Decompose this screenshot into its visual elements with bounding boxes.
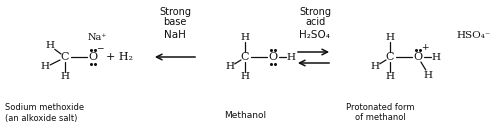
Text: Protonated form: Protonated form: [346, 104, 414, 113]
Text: Sodium methoxide: Sodium methoxide: [5, 104, 84, 113]
Text: NaH: NaH: [164, 30, 186, 40]
Text: H: H: [432, 52, 440, 61]
Text: C: C: [386, 52, 394, 62]
Text: H: H: [240, 33, 250, 42]
Text: of methanol: of methanol: [354, 114, 406, 123]
Text: + H₂: + H₂: [106, 52, 134, 62]
Text: Strong: Strong: [159, 7, 191, 17]
Text: O: O: [88, 52, 98, 62]
Text: Methanol: Methanol: [224, 110, 266, 120]
Text: H₂SO₄: H₂SO₄: [300, 30, 330, 40]
Text: H: H: [60, 72, 70, 81]
Text: Strong: Strong: [299, 7, 331, 17]
Text: H: H: [386, 33, 394, 42]
Text: H: H: [424, 70, 432, 80]
Text: H: H: [286, 52, 296, 61]
Text: H: H: [386, 72, 394, 81]
Text: H: H: [370, 62, 379, 71]
Text: +: +: [421, 44, 428, 52]
Text: (an alkoxide salt): (an alkoxide salt): [5, 114, 78, 123]
Text: H: H: [225, 62, 234, 71]
Text: acid: acid: [305, 17, 325, 27]
Text: O: O: [268, 52, 278, 62]
Text: H: H: [240, 72, 250, 81]
Text: O: O: [414, 52, 422, 62]
Text: HSO₄⁻: HSO₄⁻: [457, 30, 491, 39]
Text: −: −: [96, 44, 104, 52]
Text: H: H: [45, 41, 54, 50]
Text: C: C: [241, 52, 249, 62]
Text: C: C: [61, 52, 69, 62]
Text: Na⁺: Na⁺: [87, 33, 106, 42]
Text: H: H: [40, 62, 50, 71]
Text: base: base: [164, 17, 186, 27]
